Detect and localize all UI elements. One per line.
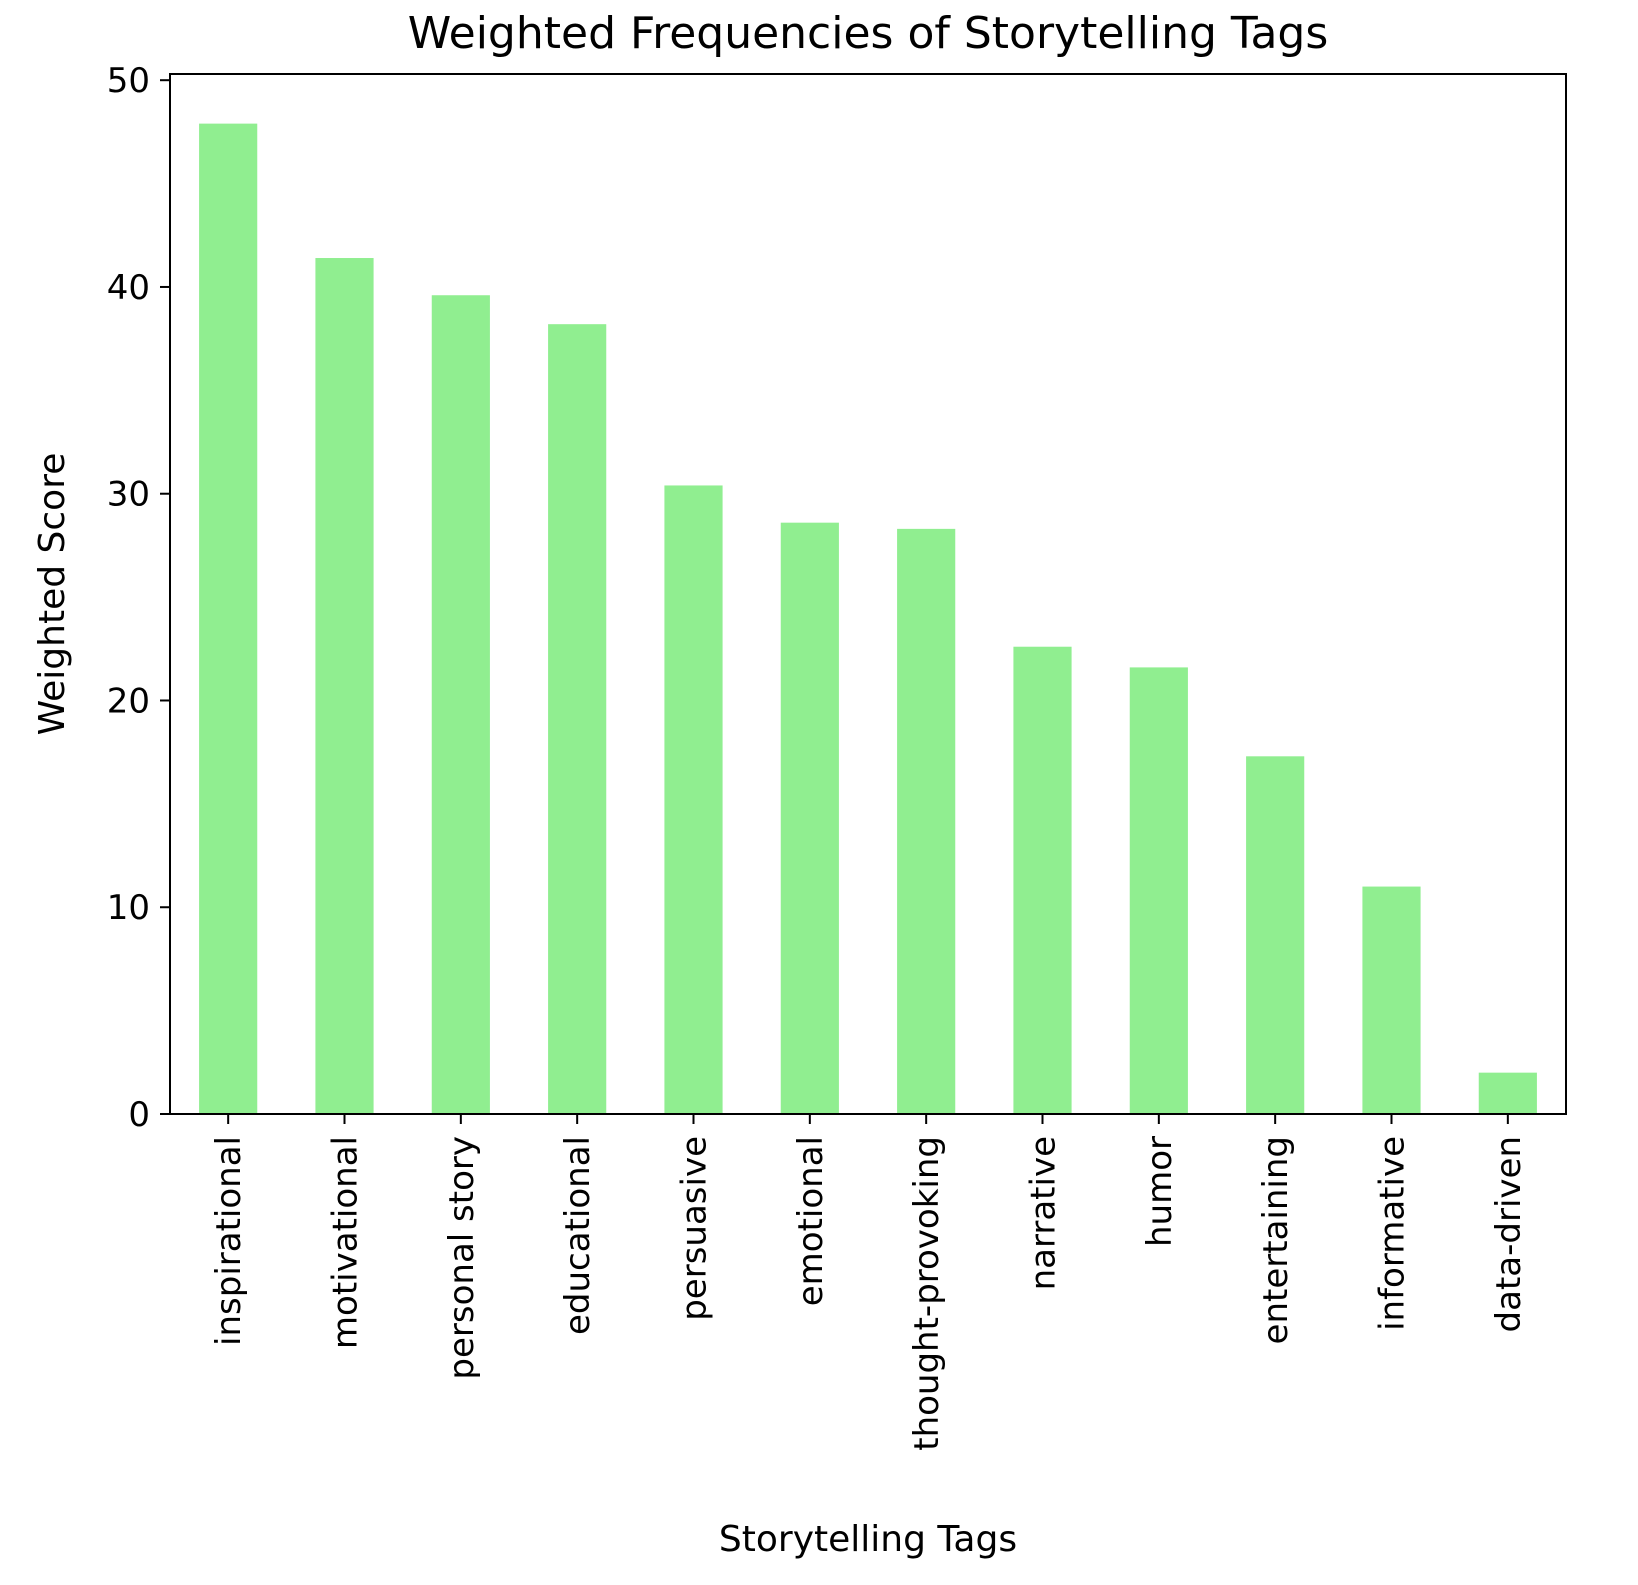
bar-emotional — [780, 522, 839, 1114]
y-tick-label: 40 — [107, 268, 150, 308]
bar-personal-story — [431, 295, 490, 1114]
y-tick-label: 20 — [107, 681, 150, 721]
y-axis-ticks: 0 10 20 30 40 50 — [107, 61, 170, 1135]
bar-educational — [548, 324, 607, 1114]
x-tick-label: informative — [1373, 1136, 1413, 1331]
x-tick-label: narrative — [1024, 1136, 1064, 1290]
x-tick-label: educational — [558, 1136, 598, 1335]
y-tick-label: 30 — [107, 475, 150, 515]
plot-frame — [169, 73, 1567, 1115]
x-tick-label: personal story — [442, 1136, 482, 1380]
bar-informative — [1362, 886, 1421, 1114]
x-tick-label: data-driven — [1489, 1136, 1529, 1332]
bar-narrative — [1013, 646, 1072, 1114]
bars-group — [199, 123, 1537, 1115]
bar-humor — [1129, 667, 1188, 1114]
x-tick-label: emotional — [791, 1136, 831, 1306]
bar-entertaining — [1246, 756, 1305, 1114]
y-tick-label: 0 — [128, 1095, 150, 1135]
y-axis-label: Weighted Score — [32, 453, 73, 736]
chart-title: Weighted Frequencies of Storytelling Tag… — [408, 8, 1329, 59]
x-tick-label: entertaining — [1256, 1136, 1296, 1344]
x-axis-ticks: inspirational motivational personal story e… — [209, 1114, 1529, 1451]
bar-motivational — [315, 258, 374, 1115]
x-axis-label: Storytelling Tags — [719, 1519, 1017, 1560]
x-tick-label: inspirational — [209, 1136, 249, 1346]
x-tick-label: humor — [1140, 1136, 1180, 1247]
bar-persuasive — [664, 485, 723, 1114]
y-tick-label: 10 — [107, 888, 150, 928]
bar-inspirational — [199, 123, 258, 1115]
y-tick-label: 50 — [107, 61, 150, 101]
x-tick-label: thought-provoking — [907, 1136, 947, 1451]
x-tick-label: motivational — [326, 1136, 366, 1349]
x-tick-label: persuasive — [675, 1136, 715, 1321]
bar-thought-provoking — [897, 528, 956, 1114]
bar-data-driven — [1478, 1072, 1537, 1114]
